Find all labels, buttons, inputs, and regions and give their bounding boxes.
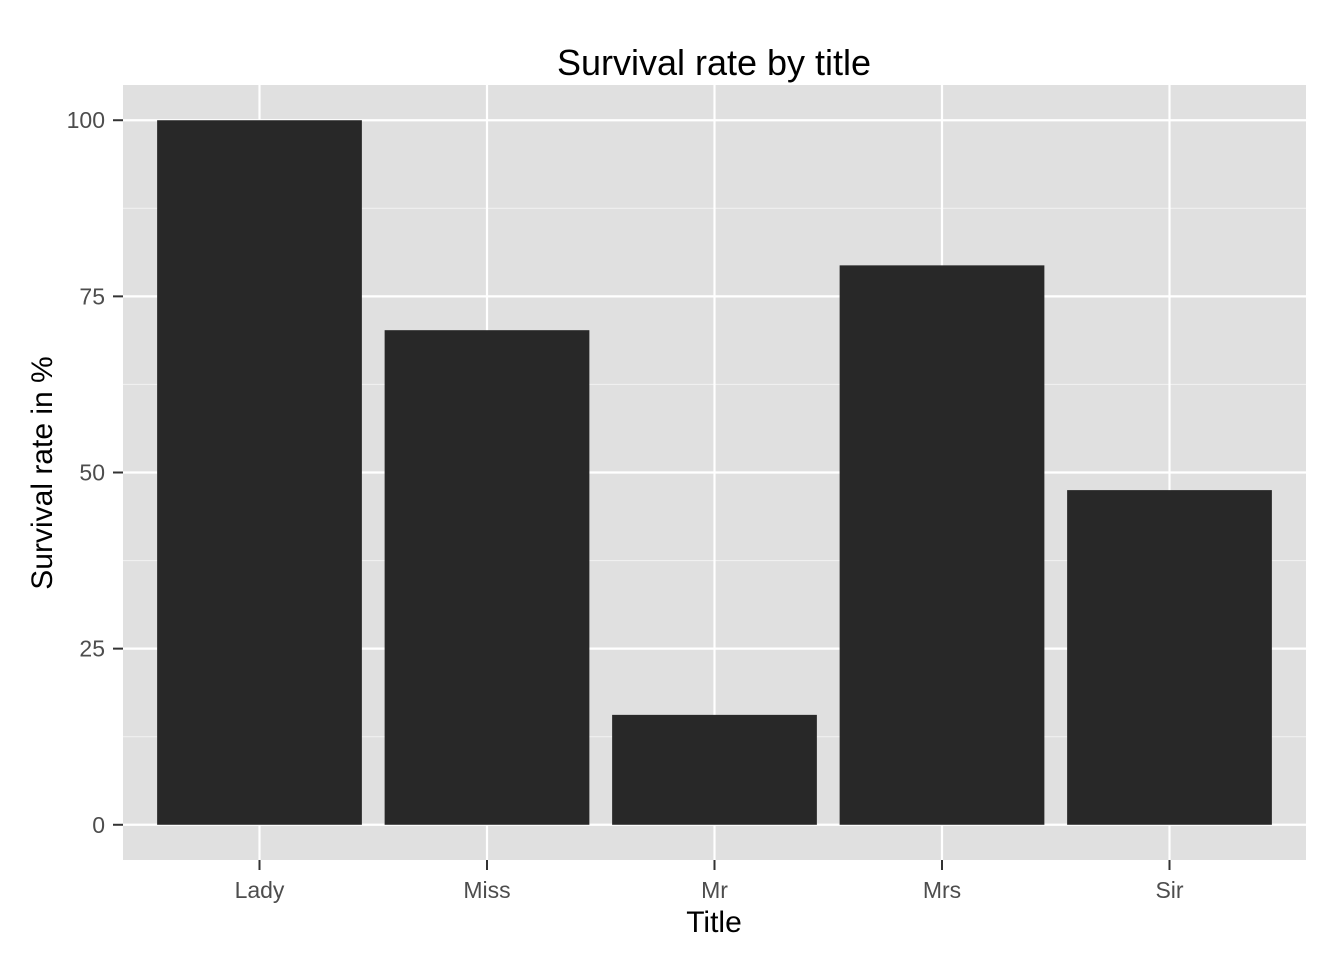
y-tick-label: 25 (79, 636, 105, 662)
bar-miss (384, 330, 590, 825)
bar-mrs (839, 265, 1045, 825)
x-axis-title: Title (686, 906, 742, 939)
y-tick-label: 0 (92, 812, 105, 838)
bar-mr (612, 714, 817, 825)
bars (157, 120, 1272, 825)
x-tick-label: Mr (701, 877, 728, 903)
x-tick-label: Miss (463, 877, 510, 903)
y-axis: 0 25 50 75 100 (67, 107, 123, 838)
y-axis-title: Survival rate in % (26, 356, 59, 589)
chart-title: Survival rate by title (557, 42, 871, 83)
y-tick-label: 50 (79, 460, 105, 486)
x-tick-label: Sir (1155, 877, 1183, 903)
x-tick-label: Lady (235, 877, 285, 903)
x-axis: Lady Miss Mr Mrs Sir (235, 860, 1184, 903)
x-tick-label: Mrs (923, 877, 961, 903)
bar-sir (1067, 490, 1272, 825)
y-tick-label: 100 (67, 107, 105, 133)
bar-lady (157, 120, 362, 825)
y-tick-label: 75 (79, 283, 105, 309)
